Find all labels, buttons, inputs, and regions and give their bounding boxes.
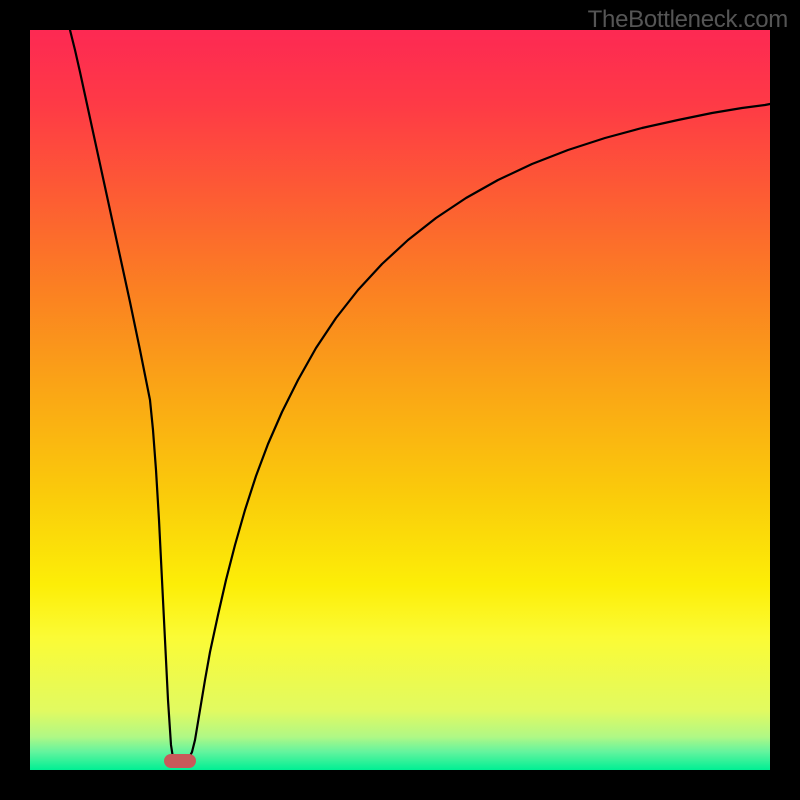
watermark-text: TheBottleneck.com — [588, 6, 788, 34]
chart-svg — [0, 0, 800, 800]
bottleneck-chart: TheBottleneck.com — [0, 0, 800, 800]
